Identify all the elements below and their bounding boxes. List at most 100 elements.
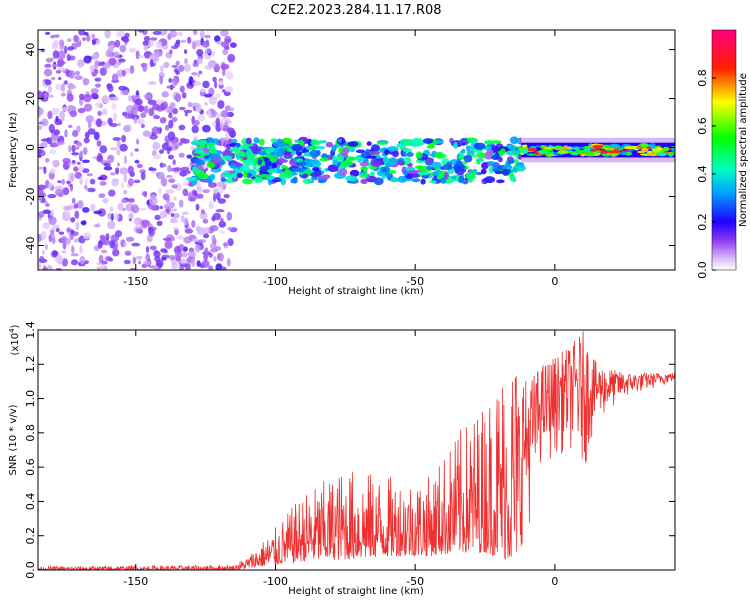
spectrogram-cell <box>97 110 102 117</box>
spectrogram-cell <box>120 89 129 96</box>
spectrogram-cell <box>140 171 146 181</box>
spectrogram-cell <box>70 253 80 257</box>
spectrogram-cell <box>513 149 522 155</box>
spectrogram-xlabel: Height of straight line (km) <box>288 286 424 297</box>
spectrogram-cell <box>180 258 187 265</box>
spectrogram-cell <box>135 98 143 106</box>
spectrogram-panel: -150 -100 -50 0 -40 -20 0 20 40 Height of straig… <box>8 29 676 297</box>
spectrogram-cell <box>177 64 185 73</box>
spectrogram-cell <box>234 150 246 157</box>
spectrogram-cell <box>93 224 101 228</box>
spectrogram-cell <box>87 120 92 129</box>
spectrogram-cell <box>114 39 121 48</box>
spectrogram-cell <box>52 250 58 257</box>
spectrogram-cell <box>461 148 466 154</box>
spectrogram-cell <box>71 160 76 164</box>
spectrogram-cell <box>150 37 158 41</box>
spectrogram-cell <box>360 166 368 171</box>
spectrogram-cell <box>41 197 46 203</box>
spectrogram-cell <box>487 163 493 167</box>
spectrogram-cell <box>465 145 471 152</box>
spectrogram-cell <box>505 169 512 174</box>
spectrogram-cell <box>388 157 398 165</box>
spectrogram-cell <box>103 162 111 167</box>
spectrogram-cell <box>534 150 539 156</box>
spectrogram-cell <box>38 211 45 218</box>
spectrogram-cell <box>294 139 299 143</box>
spectrogram-cell <box>94 59 99 69</box>
x-tick-label: 0 <box>551 275 558 288</box>
spectrogram-cell <box>168 178 176 183</box>
spectrogram-cell <box>40 230 47 240</box>
spectrogram-cell <box>373 177 384 186</box>
spectrogram-cell <box>217 198 226 204</box>
spectrogram-cell <box>79 150 84 157</box>
spectrogram-cell <box>96 140 102 147</box>
spectrogram-cell <box>149 197 158 206</box>
spectrogram-cell <box>202 218 209 224</box>
spectrogram-cell <box>171 116 178 123</box>
spectrogram-cell <box>476 159 481 165</box>
spectrogram-cell <box>137 207 147 211</box>
spectrogram-cell <box>136 163 143 169</box>
spectrogram-cell <box>197 186 203 194</box>
spectrogram-cell <box>223 242 228 247</box>
spectrogram-cell <box>207 161 216 169</box>
spectrogram-cell <box>611 144 621 149</box>
spectrogram-cell <box>194 193 204 199</box>
spectrogram-cell <box>121 69 127 77</box>
spectrogram-cell <box>211 234 216 243</box>
spectrogram-cell <box>107 154 115 164</box>
spectrogram-cell <box>104 256 112 262</box>
spectrogram-cell <box>491 167 502 172</box>
spectrogram-cell <box>108 57 117 66</box>
spectrogram-cell <box>55 115 59 122</box>
spectrogram-cell <box>353 156 361 161</box>
spectrogram-cell <box>220 266 227 270</box>
spectrogram-cell <box>179 170 188 177</box>
spectrogram-cell <box>148 81 157 85</box>
spectrogram-cell <box>225 86 234 93</box>
spectrogram-cell <box>197 173 209 180</box>
spectrogram-cell <box>406 152 414 157</box>
spectrogram-cell <box>45 157 50 163</box>
spectrogram-cell <box>623 146 635 150</box>
spectrogram-cell <box>90 92 98 100</box>
spectrogram-cell <box>221 155 233 161</box>
spectrogram-cell <box>89 178 96 185</box>
spectrogram-cell <box>77 107 86 114</box>
spectrogram-cell <box>45 203 50 207</box>
spectrogram-cell <box>168 112 173 119</box>
spectrogram-cell <box>440 177 447 184</box>
spectrogram-cell <box>411 178 421 183</box>
spectrogram-cell <box>48 123 55 133</box>
spectrogram-cell <box>429 174 434 179</box>
spectrogram-cell <box>71 259 78 266</box>
spectrogram-cell <box>243 170 248 179</box>
spectrogram-cell <box>123 242 127 247</box>
spectrogram-cell <box>70 229 75 235</box>
spectrogram-cell <box>81 159 90 163</box>
spectrogram-cell <box>431 161 442 169</box>
spectrogram-cell <box>51 107 60 115</box>
spectrogram-cell <box>542 149 554 151</box>
spectrogram-cell <box>155 259 164 268</box>
spectrogram-cell <box>203 155 210 160</box>
spectrogram-cell <box>155 41 163 49</box>
spectrogram-cell <box>115 167 120 175</box>
spectrogram-cell <box>220 177 226 183</box>
spectrogram-cell <box>230 42 237 48</box>
spectrogram-cell <box>83 57 92 64</box>
spectrogram-cell <box>70 173 75 182</box>
spectrogram-cell <box>73 203 79 209</box>
snr-panel: -150 -100 -50 0 0.0 0.2 0.4 0.6 0.8 1.0 1.2 1.4 Hei… <box>8 321 676 597</box>
spectrogram-cell <box>49 168 56 174</box>
spectrogram-cell <box>143 35 151 42</box>
spectrogram-cell <box>179 243 185 251</box>
spectrogram-cell <box>221 41 230 48</box>
spectrogram-cell <box>165 107 172 113</box>
spectrogram-cell <box>86 34 91 42</box>
spectrogram-cell <box>198 149 205 155</box>
spectrogram-cell <box>267 169 274 173</box>
spectrogram-cell <box>68 145 72 153</box>
